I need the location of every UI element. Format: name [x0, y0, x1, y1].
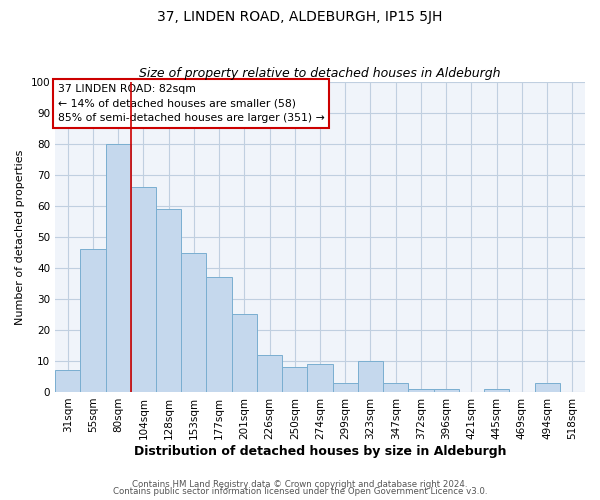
Bar [383, 382, 409, 392]
Bar [358, 361, 383, 392]
Bar [434, 389, 459, 392]
Bar [409, 389, 434, 392]
Bar [181, 252, 206, 392]
Bar [535, 382, 560, 392]
Bar [307, 364, 332, 392]
Bar [484, 389, 509, 392]
Text: 37 LINDEN ROAD: 82sqm
← 14% of detached houses are smaller (58)
85% of semi-deta: 37 LINDEN ROAD: 82sqm ← 14% of detached … [58, 84, 325, 123]
Y-axis label: Number of detached properties: Number of detached properties [15, 150, 25, 324]
Bar [80, 250, 106, 392]
Bar [206, 278, 232, 392]
Bar [55, 370, 80, 392]
Bar [332, 382, 358, 392]
Bar [232, 314, 257, 392]
X-axis label: Distribution of detached houses by size in Aldeburgh: Distribution of detached houses by size … [134, 444, 506, 458]
Text: 37, LINDEN ROAD, ALDEBURGH, IP15 5JH: 37, LINDEN ROAD, ALDEBURGH, IP15 5JH [157, 10, 443, 24]
Bar [282, 367, 307, 392]
Text: Contains public sector information licensed under the Open Government Licence v3: Contains public sector information licen… [113, 487, 487, 496]
Bar [106, 144, 131, 392]
Bar [257, 355, 282, 392]
Title: Size of property relative to detached houses in Aldeburgh: Size of property relative to detached ho… [139, 66, 501, 80]
Bar [156, 209, 181, 392]
Text: Contains HM Land Registry data © Crown copyright and database right 2024.: Contains HM Land Registry data © Crown c… [132, 480, 468, 489]
Bar [131, 188, 156, 392]
